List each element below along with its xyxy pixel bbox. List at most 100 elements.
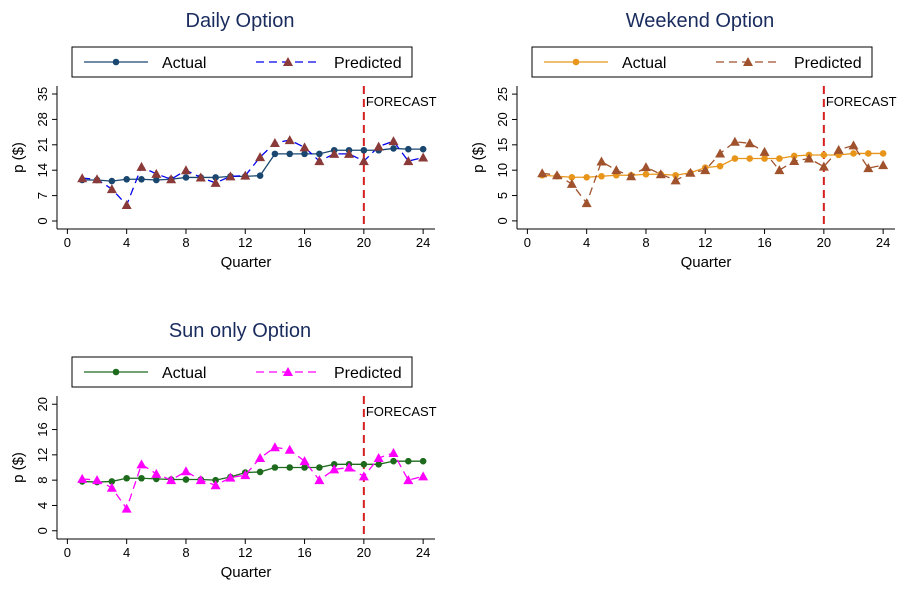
data-point bbox=[314, 475, 325, 485]
data-point bbox=[314, 156, 325, 166]
data-point bbox=[108, 478, 116, 485]
data-point bbox=[316, 464, 323, 471]
data-point bbox=[240, 470, 251, 480]
x-tick-label: 0 bbox=[64, 235, 71, 250]
data-point bbox=[138, 175, 145, 183]
data-point bbox=[269, 137, 280, 147]
data-point bbox=[552, 170, 563, 180]
legend-label: Actual bbox=[162, 365, 206, 382]
data-point bbox=[566, 178, 577, 188]
data-point bbox=[180, 165, 191, 175]
chart-panel: Weekend Option Actual Predicted 0 5 10 15 20 25 0… bbox=[470, 10, 897, 271]
data-point bbox=[419, 145, 427, 153]
data-point bbox=[316, 150, 323, 158]
data-point bbox=[537, 168, 548, 178]
data-point bbox=[212, 476, 219, 484]
data-point bbox=[655, 169, 666, 179]
data-point bbox=[716, 162, 724, 170]
data-point bbox=[136, 459, 147, 469]
data-point bbox=[344, 462, 355, 472]
data-point bbox=[863, 163, 874, 173]
data-point bbox=[77, 173, 88, 183]
x-tick-label: 8 bbox=[182, 235, 189, 250]
y-tick-label: 20 bbox=[495, 112, 510, 126]
y-axis-label: p ($) bbox=[470, 142, 487, 173]
data-point bbox=[418, 152, 429, 162]
data-point bbox=[626, 171, 637, 181]
data-point bbox=[284, 135, 295, 145]
y-tick-label: 10 bbox=[495, 163, 510, 177]
data-point bbox=[195, 172, 206, 182]
series-line bbox=[82, 147, 424, 182]
y-axis-label: p ($) bbox=[10, 452, 27, 483]
series-line bbox=[82, 139, 424, 207]
series-line bbox=[542, 152, 884, 178]
data-point bbox=[388, 447, 399, 457]
data-point bbox=[151, 168, 162, 178]
x-tick-label: 20 bbox=[357, 235, 371, 250]
data-point bbox=[106, 482, 117, 492]
data-point bbox=[271, 464, 279, 471]
x-tick-label: 20 bbox=[357, 545, 371, 560]
data-point bbox=[403, 156, 414, 166]
data-point bbox=[182, 476, 190, 483]
x-tick-label: 12 bbox=[238, 545, 252, 560]
data-point bbox=[106, 184, 117, 194]
data-point bbox=[299, 456, 310, 466]
data-point bbox=[390, 457, 397, 465]
y-tick-label: 25 bbox=[495, 87, 510, 101]
x-tick-label: 8 bbox=[182, 545, 189, 560]
data-point bbox=[642, 170, 650, 178]
data-point bbox=[685, 167, 696, 177]
data-point bbox=[581, 198, 592, 208]
data-point bbox=[225, 171, 236, 181]
data-point bbox=[123, 175, 130, 183]
forecast-label: FORECAST bbox=[366, 94, 437, 109]
data-point bbox=[210, 177, 221, 187]
data-point bbox=[329, 148, 340, 158]
y-tick-label: 20 bbox=[35, 397, 50, 411]
data-point bbox=[299, 142, 310, 152]
data-point bbox=[358, 156, 369, 166]
data-point bbox=[210, 480, 221, 490]
forecast-label: FORECAST bbox=[826, 94, 897, 109]
legend-label: Predicted bbox=[794, 55, 862, 72]
data-point bbox=[182, 174, 190, 181]
data-point bbox=[153, 176, 160, 184]
legend-marker bbox=[112, 58, 120, 66]
x-tick-label: 24 bbox=[416, 545, 430, 560]
data-point bbox=[360, 146, 368, 154]
data-point bbox=[850, 150, 857, 157]
data-point bbox=[418, 471, 429, 481]
y-tick-label: 0 bbox=[35, 217, 50, 224]
x-tick-label: 24 bbox=[416, 235, 430, 250]
y-tick-label: 15 bbox=[495, 138, 510, 152]
data-point bbox=[640, 162, 651, 172]
x-tick-label: 0 bbox=[524, 235, 531, 250]
chart-title: Daily Option bbox=[186, 10, 295, 32]
data-point bbox=[818, 161, 829, 171]
legend-label: Actual bbox=[622, 55, 666, 72]
data-point bbox=[670, 175, 681, 185]
data-point bbox=[759, 146, 770, 156]
data-point bbox=[138, 474, 145, 482]
x-axis-label: Quarter bbox=[681, 254, 732, 271]
data-point bbox=[790, 152, 798, 160]
y-axis-label: p ($) bbox=[10, 142, 27, 173]
data-point bbox=[284, 444, 295, 454]
data-point bbox=[358, 471, 369, 481]
y-tick-label: 12 bbox=[35, 448, 50, 462]
data-point bbox=[360, 461, 368, 468]
data-point bbox=[271, 150, 279, 158]
data-point bbox=[804, 153, 815, 163]
legend-marker bbox=[743, 57, 753, 66]
data-point bbox=[833, 144, 844, 154]
data-point bbox=[180, 466, 191, 476]
data-point bbox=[255, 152, 266, 162]
y-tick-label: 4 bbox=[35, 502, 50, 509]
data-point bbox=[195, 475, 206, 485]
data-point bbox=[375, 461, 382, 468]
legend-label: Actual bbox=[162, 55, 206, 72]
data-point bbox=[330, 461, 338, 468]
